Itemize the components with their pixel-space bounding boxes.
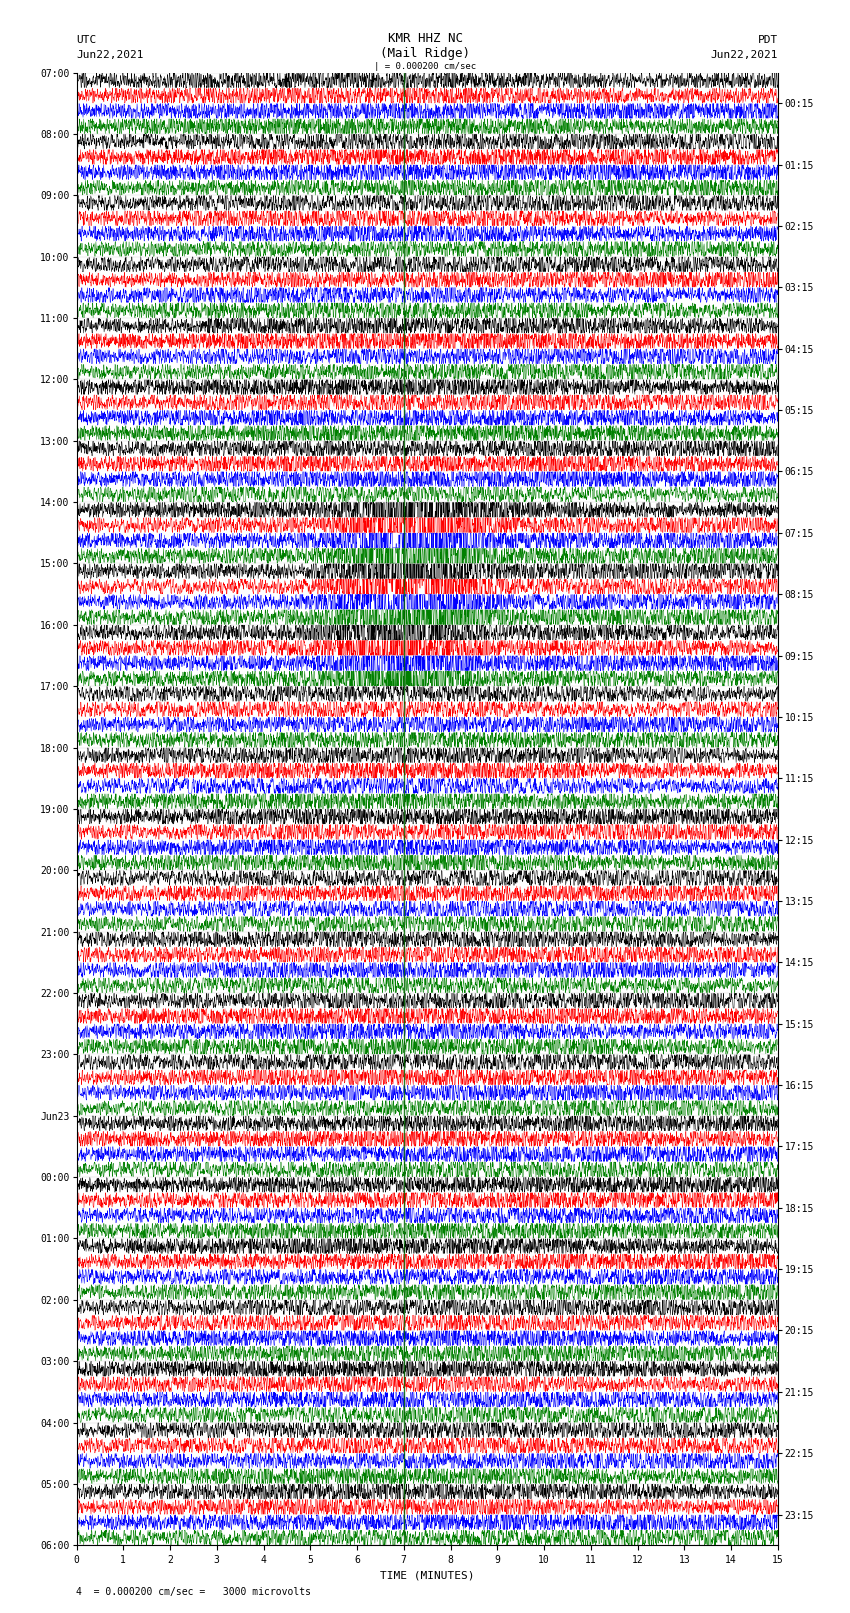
Text: 4  = 0.000200 cm/sec =   3000 microvolts: 4 = 0.000200 cm/sec = 3000 microvolts bbox=[76, 1587, 311, 1597]
Text: PDT: PDT bbox=[757, 35, 778, 45]
Text: (Mail Ridge): (Mail Ridge) bbox=[380, 47, 470, 60]
Text: Jun22,2021: Jun22,2021 bbox=[711, 50, 778, 60]
X-axis label: TIME (MINUTES): TIME (MINUTES) bbox=[380, 1571, 474, 1581]
Text: | = 0.000200 cm/sec: | = 0.000200 cm/sec bbox=[374, 61, 476, 71]
Text: UTC: UTC bbox=[76, 35, 97, 45]
Text: Jun22,2021: Jun22,2021 bbox=[76, 50, 144, 60]
Text: KMR HHZ NC: KMR HHZ NC bbox=[388, 32, 462, 45]
